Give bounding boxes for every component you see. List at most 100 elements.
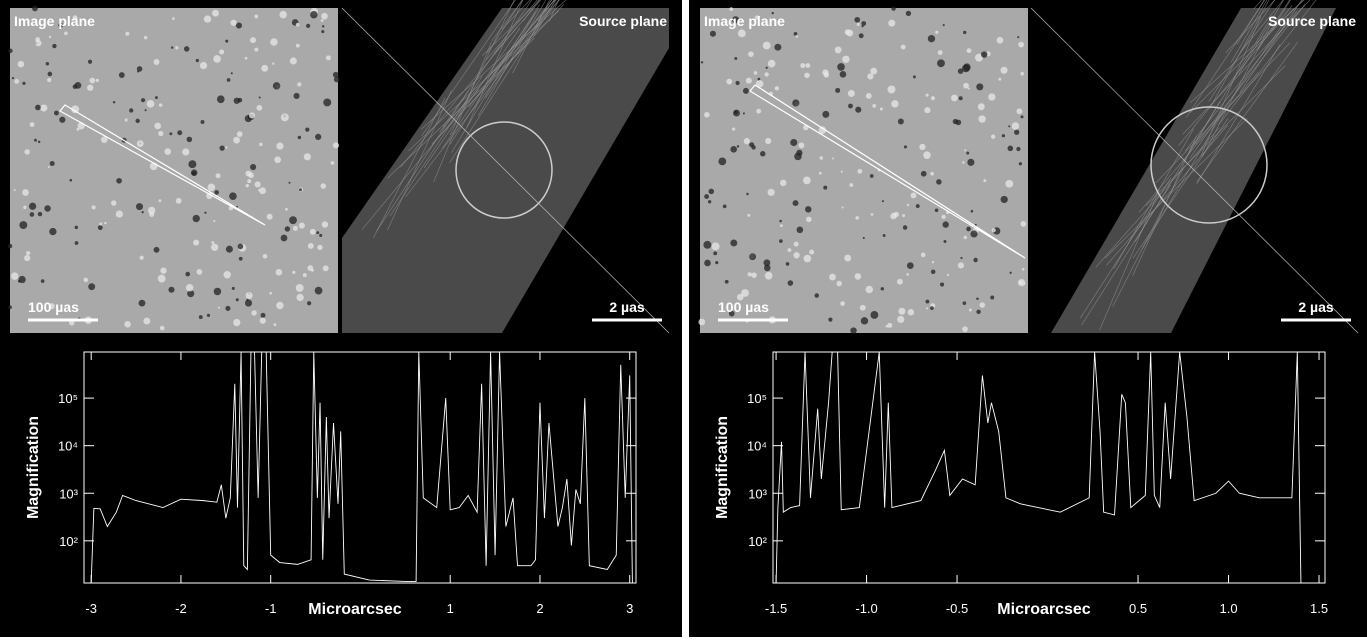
lens-dot — [741, 289, 749, 297]
y-tick-label: 10⁵ — [747, 391, 767, 406]
lens-dot — [722, 204, 727, 209]
caustic-line — [1106, 124, 1229, 266]
x-tick-label: 0.5 — [1129, 601, 1147, 616]
lens-dot — [76, 127, 80, 131]
lens-dot — [143, 35, 148, 40]
lens-dot — [966, 226, 971, 232]
lens-dot — [158, 103, 163, 107]
lens-dot — [840, 170, 843, 173]
lens-dot — [215, 173, 221, 179]
lens-dot — [804, 72, 810, 79]
lens-dot — [210, 243, 219, 251]
lens-dot — [258, 96, 261, 99]
lens-dot — [225, 305, 231, 311]
caustic-line — [1095, 127, 1220, 268]
lens-dot — [87, 84, 94, 91]
lens-dot — [118, 72, 125, 78]
lens-dot — [320, 19, 324, 22]
lens-dot — [74, 225, 79, 230]
lens-dot — [251, 310, 257, 316]
lens-dot — [855, 106, 862, 113]
lens-dot — [69, 178, 73, 182]
caustic-line — [1195, 4, 1306, 145]
lens-dot — [991, 228, 996, 233]
lens-dot — [213, 287, 222, 296]
lens-dot — [299, 188, 302, 192]
lens-dot — [983, 179, 987, 183]
lens-dot — [839, 71, 847, 78]
lens-dot — [935, 30, 939, 34]
lens-dot — [879, 107, 883, 111]
lens-dot — [837, 63, 845, 71]
lens-dot — [307, 265, 314, 271]
lens-dot — [867, 73, 874, 80]
lens-dot — [157, 274, 166, 283]
lens-dot — [22, 81, 26, 85]
lens-dot — [966, 48, 972, 54]
lens-dot — [798, 142, 805, 149]
lens-dot — [213, 219, 216, 223]
lens-dot — [979, 302, 986, 308]
lens-dot — [749, 253, 756, 261]
lens-dot — [792, 200, 799, 207]
lens-dot — [273, 323, 277, 327]
lens-dot — [49, 160, 55, 167]
lens-dot — [213, 55, 221, 63]
lens-dot — [903, 145, 908, 149]
x-tick-label: -1 — [265, 601, 277, 616]
lens-dot — [796, 226, 804, 234]
lens-dot — [998, 77, 1002, 81]
caustic-line — [376, 90, 469, 232]
lens-dot — [159, 325, 165, 331]
lens-dot — [185, 271, 191, 277]
caustic-line — [1236, 0, 1265, 45]
lens-dot — [958, 96, 963, 101]
lens-dot — [206, 313, 211, 317]
lens-dot — [303, 153, 311, 161]
lens-dot — [819, 156, 824, 160]
lens-dot — [920, 252, 926, 258]
lens-dot — [1014, 129, 1020, 135]
lens-dot — [35, 104, 41, 111]
lens-dot — [200, 119, 205, 124]
scale-label: 2 µas — [609, 299, 645, 315]
caustic-line — [1257, 0, 1290, 51]
lens-dot — [272, 62, 275, 65]
lens-dot — [1005, 179, 1014, 188]
lens-dot — [295, 22, 300, 27]
caustic-line — [361, 89, 479, 230]
lens-dot — [256, 104, 263, 111]
y-tick-label: 10⁴ — [58, 439, 78, 454]
y-tick-label: 10⁵ — [58, 391, 78, 406]
lens-dot — [742, 87, 749, 94]
lens-dot — [715, 261, 719, 265]
caustic-line — [512, 0, 550, 74]
lens-dot — [47, 77, 52, 83]
lens-dot — [29, 122, 35, 127]
lens-dot — [199, 61, 208, 70]
lens-dot — [828, 317, 833, 322]
lens-dot — [321, 221, 329, 228]
lens-dot — [1020, 115, 1024, 119]
lens-dot — [960, 256, 963, 260]
lens-dot — [806, 216, 812, 223]
lens-dot — [765, 66, 768, 69]
lens-dot — [183, 46, 190, 52]
lens-dot — [790, 138, 798, 147]
lens-dot — [915, 204, 920, 208]
caustic-line — [1218, 0, 1317, 126]
lens-dot — [125, 31, 130, 36]
lens-dot — [882, 234, 886, 237]
caustic-line — [1185, 0, 1266, 118]
lens-dot — [976, 83, 984, 91]
caustic-line — [442, 8, 540, 149]
lens-dot — [10, 272, 19, 280]
lens-dot — [964, 149, 967, 152]
lens-dot — [226, 78, 231, 82]
caustic-line — [490, 0, 560, 76]
lens-dot — [747, 272, 752, 277]
lens-dot — [225, 245, 233, 253]
plot-frame — [772, 351, 1326, 584]
lens-dot — [865, 92, 872, 99]
lens-dot — [743, 138, 750, 145]
